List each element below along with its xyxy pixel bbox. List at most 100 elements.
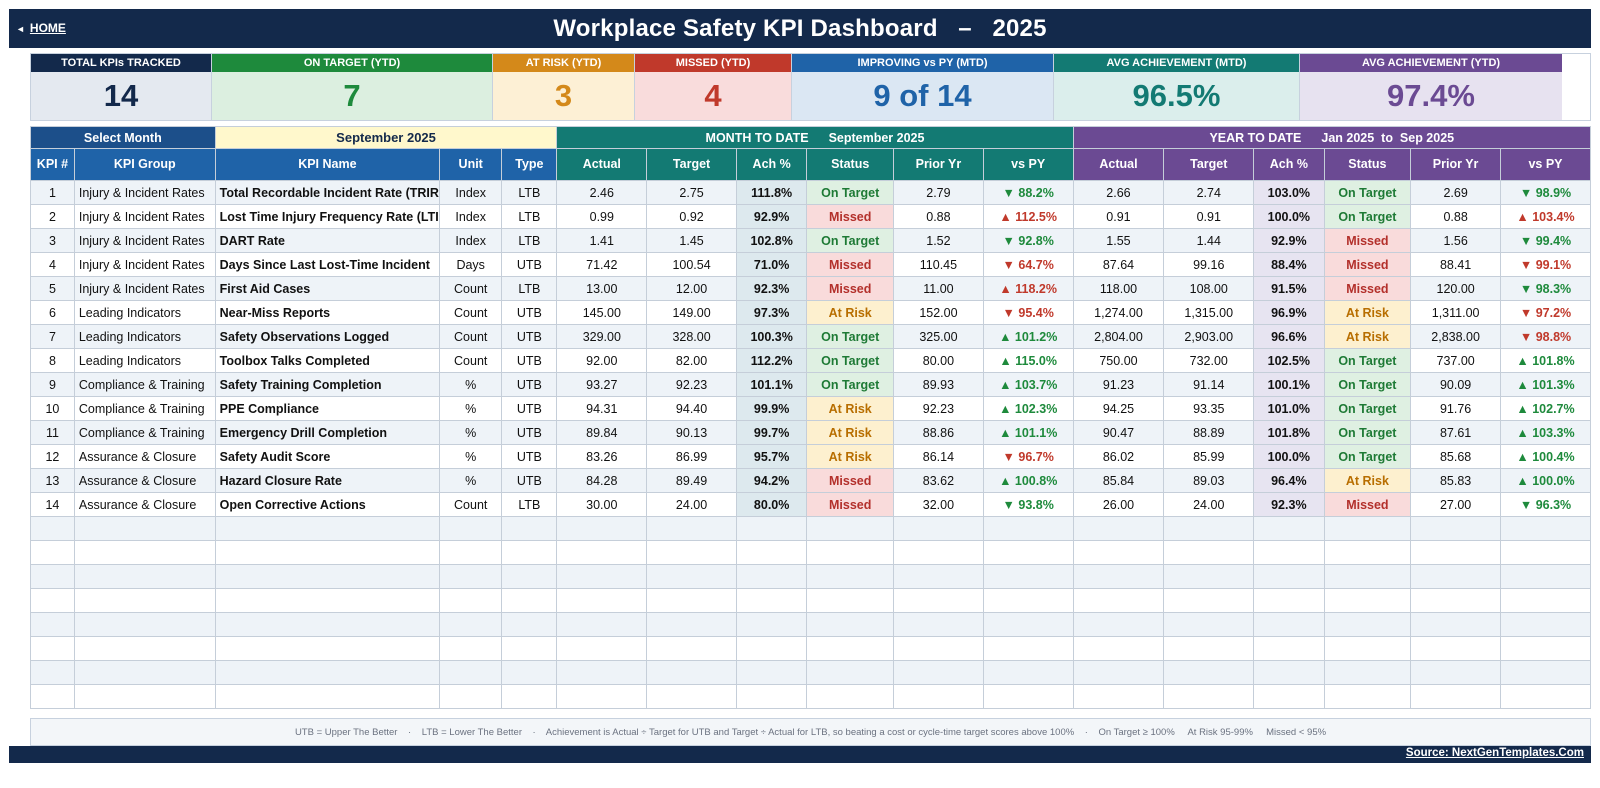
ytd-actual-cell: 1,274.00 (1072, 300, 1165, 325)
ytd-target-cell: 24.00 (1163, 492, 1255, 517)
empty-cell (556, 540, 648, 565)
summary-card: AVG ACHIEVEMENT (YTD) 97.4% (1300, 54, 1562, 120)
unit-cell: Count (439, 348, 503, 373)
mtd-actual-cell: 71.42 (556, 252, 648, 277)
kpi-name-cell: Lost Time Injury Frequency Rate (LTIFR) (214, 204, 441, 229)
empty-cell (893, 540, 984, 565)
ytd-actual-cell: 91.23 (1072, 372, 1165, 397)
empty-cell (439, 564, 503, 589)
mtd-actual-cell: 94.31 (556, 396, 648, 421)
empty-cell (893, 516, 984, 541)
empty-cell (1072, 684, 1165, 709)
empty-cell (214, 516, 441, 541)
mtd-status-cell: On Target (806, 348, 895, 373)
mtd-actual-cell: 89.84 (556, 420, 648, 445)
kpi-name-cell: Safety Audit Score (214, 444, 441, 469)
col-ytd-status: Status (1323, 148, 1412, 181)
month-selector[interactable]: September 2025 (214, 126, 558, 149)
empty-cell (73, 660, 216, 685)
empty-cell (30, 564, 75, 589)
mtd-status-cell: On Target (806, 180, 895, 205)
mtd-target-cell: 24.00 (646, 492, 737, 517)
empty-cell (1253, 660, 1325, 685)
ytd-prior-cell: 1,311.00 (1410, 300, 1501, 325)
ytd-ach-cell: 103.0% (1253, 180, 1325, 205)
mtd-actual-cell: 83.26 (556, 444, 648, 469)
empty-cell (1163, 540, 1255, 565)
mtd-actual-cell: 329.00 (556, 324, 648, 349)
summary-card: AVG ACHIEVEMENT (MTD) 96.5% (1054, 54, 1300, 120)
kpi-table-body: 1 Injury & Incident Rates Total Recordable… (30, 180, 1591, 709)
table-row: 9 Compliance & Training Safety Training Co… (30, 372, 1591, 397)
empty-cell (806, 636, 895, 661)
empty-cell (735, 660, 808, 685)
kpi-num-cell: 10 (30, 396, 75, 421)
type-cell: UTB (501, 396, 558, 421)
ytd-status-cell: On Target (1323, 444, 1412, 469)
empty-cell (735, 588, 808, 613)
empty-cell (1323, 660, 1412, 685)
mtd-prior-cell: 86.14 (893, 444, 984, 469)
mtd-ach-cell: 71.0% (735, 252, 808, 277)
home-link[interactable]: ◄ HOME (16, 21, 66, 35)
empty-cell (30, 612, 75, 637)
kpi-group-cell: Injury & Incident Rates (73, 204, 216, 229)
empty-cell (1163, 516, 1255, 541)
mtd-ach-cell: 94.2% (735, 468, 808, 493)
type-cell: LTB (501, 492, 558, 517)
unit-cell: Count (439, 276, 503, 301)
summary-card-label: AT RISK (YTD) (493, 54, 634, 72)
empty-cell (1253, 588, 1325, 613)
col-kpi-group: KPI Group (73, 148, 216, 181)
summary-card: TOTAL KPIs TRACKED 14 (31, 54, 212, 120)
empty-cell (1163, 660, 1255, 685)
kpi-table: Select Month September 2025 MONTH TO DAT… (30, 126, 1592, 709)
table-row: 7 Leading Indicators Safety Observations L… (30, 324, 1591, 349)
empty-cell (556, 660, 648, 685)
source-link[interactable]: Source: NextGenTemplates.Com (1405, 747, 1584, 759)
mtd-vs-cell: ▲ 100.8% (982, 468, 1074, 493)
mtd-target-cell: 149.00 (646, 300, 737, 325)
col-type: Type (501, 148, 558, 181)
empty-cell (1410, 588, 1501, 613)
type-cell: LTB (501, 180, 558, 205)
kpi-name-cell: Open Corrective Actions (214, 492, 441, 517)
ytd-ach-cell: 96.6% (1253, 324, 1325, 349)
home-label: HOME (29, 21, 66, 35)
mtd-vs-cell: ▼ 95.4% (982, 300, 1074, 325)
empty-cell (1323, 612, 1412, 637)
empty-row (30, 684, 1591, 709)
mtd-ach-cell: 112.2% (735, 348, 808, 373)
kpi-num-cell: 8 (30, 348, 75, 373)
table-row: 1 Injury & Incident Rates Total Recordable… (30, 180, 1591, 205)
type-cell: UTB (501, 300, 558, 325)
ytd-target-cell: 732.00 (1163, 348, 1255, 373)
mtd-actual-cell: 30.00 (556, 492, 648, 517)
kpi-group-cell: Assurance & Closure (73, 492, 216, 517)
empty-cell (1163, 612, 1255, 637)
empty-cell (1500, 636, 1591, 661)
mtd-prior-cell: 92.23 (893, 396, 984, 421)
mtd-ach-cell: 95.7% (735, 444, 808, 469)
empty-cell (1072, 612, 1165, 637)
empty-cell (30, 588, 75, 613)
summary-cards: TOTAL KPIs TRACKED 14 ON TARGET (YTD) 7 AT R… (30, 53, 1591, 121)
mtd-status-cell: Missed (806, 468, 895, 493)
kpi-group-cell: Leading Indicators (73, 348, 216, 373)
ytd-status-cell: At Risk (1323, 468, 1412, 493)
kpi-group-cell: Compliance & Training (73, 372, 216, 397)
empty-row (30, 636, 1591, 661)
empty-cell (439, 660, 503, 685)
col-ytd-target: Target (1163, 148, 1255, 181)
kpi-name-cell: Near-Miss Reports (214, 300, 441, 325)
ytd-vs-cell: ▲ 100.4% (1500, 444, 1591, 469)
unit-cell: Days (439, 252, 503, 277)
empty-row (30, 540, 1591, 565)
empty-cell (646, 540, 737, 565)
empty-row (30, 612, 1591, 637)
empty-cell (1500, 564, 1591, 589)
mtd-prior-cell: 88.86 (893, 420, 984, 445)
ytd-target-cell: 99.16 (1163, 252, 1255, 277)
mtd-actual-cell: 13.00 (556, 276, 648, 301)
type-cell: LTB (501, 228, 558, 253)
